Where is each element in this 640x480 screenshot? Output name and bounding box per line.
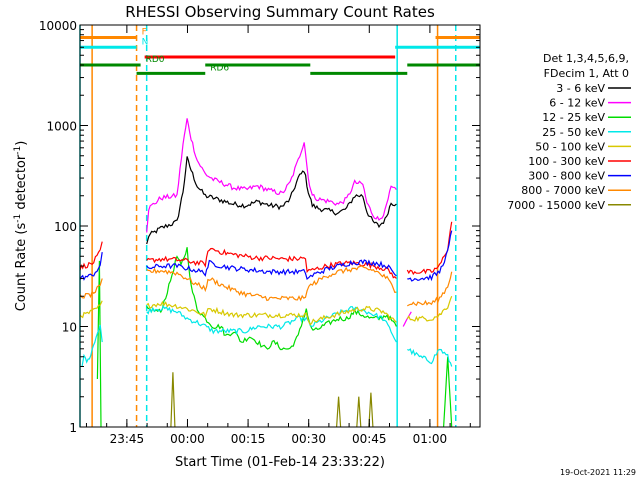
series-line-7-1 [146,265,397,302]
x-tick-label-3: 00:30 [291,432,326,446]
series-line-5-2 [406,221,453,276]
series-line-7-0 [79,278,103,299]
legend-header-line-1: Det 1,3,4,5,6,9, [543,52,629,65]
series-line-3-2 [407,348,453,367]
x-tick-label-4: 00:45 [352,432,387,446]
series-line-8-3 [368,392,374,428]
legend: Det 1,3,4,5,6,9, FDecim 1, Att 0 3 - 6 k… [507,52,631,212]
x-tick-label-2: 00:15 [231,432,266,446]
series-line-4-2 [406,295,453,322]
flag-label-1: F [142,28,147,38]
flag-label-4: RD6 [210,63,229,73]
y-tick-label-2: 100 [54,220,77,234]
x-tick-label-1: 00:00 [170,432,205,446]
series-line-8-0 [170,372,176,428]
y-axis-label-main: Count Rate (s [14,223,29,312]
legend-label-8: 7000 - 15000 keV [507,199,605,212]
series-line-3-0 [81,324,103,367]
y-tick-label-3: 1000 [46,120,77,134]
y-tick-label-0: 1 [69,421,77,435]
series-line-8-2 [356,396,362,428]
legend-label-5: 100 - 300 keV [528,155,605,168]
legend-label-7: 800 - 7000 keV [521,184,605,197]
y-axis-label-end: ) [14,141,29,146]
y-axis-label-mid: detector [14,154,29,214]
series-line-1-0 [146,118,397,233]
legend-label-4: 50 - 100 keV [535,140,605,153]
y-axis-label-sup1: -1 [13,214,23,223]
legend-label-1: 6 - 12 keV [549,97,605,110]
footer-timestamp: 19-Oct-2021 11:29 [560,468,636,477]
x-axis-ticks: 23:45 00:00 00:15 00:30 00:45 01:00 [85,25,471,446]
series-line-5-1 [146,247,397,279]
chart-title: RHESSI Observing Summary Count Rates [125,3,435,21]
y-axis-label: Count Rate (s-1 detector-1) [13,141,29,312]
legend-label-2: 12 - 25 keV [542,111,605,124]
y-axis-label-sup2: -1 [13,146,23,155]
legend-label-0: 3 - 6 keV [556,82,605,95]
legend-header-line-2: FDecim 1, Att 0 [544,67,629,80]
series-line-8-1 [336,396,342,428]
data-series [79,118,453,428]
state-flags: NF RD0 RD6 [80,28,480,75]
series-line-4-1 [146,300,397,326]
x-tick-label-5: 01:00 [413,432,448,446]
series-line-6-1 [146,259,397,281]
flag-label-3: RD0 [146,55,165,65]
series-line-2-0 [96,260,102,428]
series-line-6-2 [407,230,453,282]
y-tick-label-4: 10000 [39,19,77,33]
series-line-7-2 [407,271,453,307]
y-tick-label-1: 10 [62,321,77,335]
x-tick-label-0: 23:45 [110,432,145,446]
flag-label-0: N [142,37,149,47]
legend-label-3: 25 - 50 keV [542,126,605,139]
series-line-3-1 [146,305,397,343]
y-axis-ticks: 1 10 100 1000 10000 [39,19,480,435]
series-line-6-0 [79,252,103,281]
series-line-5-0 [79,241,103,271]
x-axis-label: Start Time (01-Feb-14 23:33:22) [175,455,385,470]
series-line-0-0 [146,156,397,245]
series-line-4-0 [79,300,103,319]
legend-label-6: 300 - 800 keV [528,170,605,183]
